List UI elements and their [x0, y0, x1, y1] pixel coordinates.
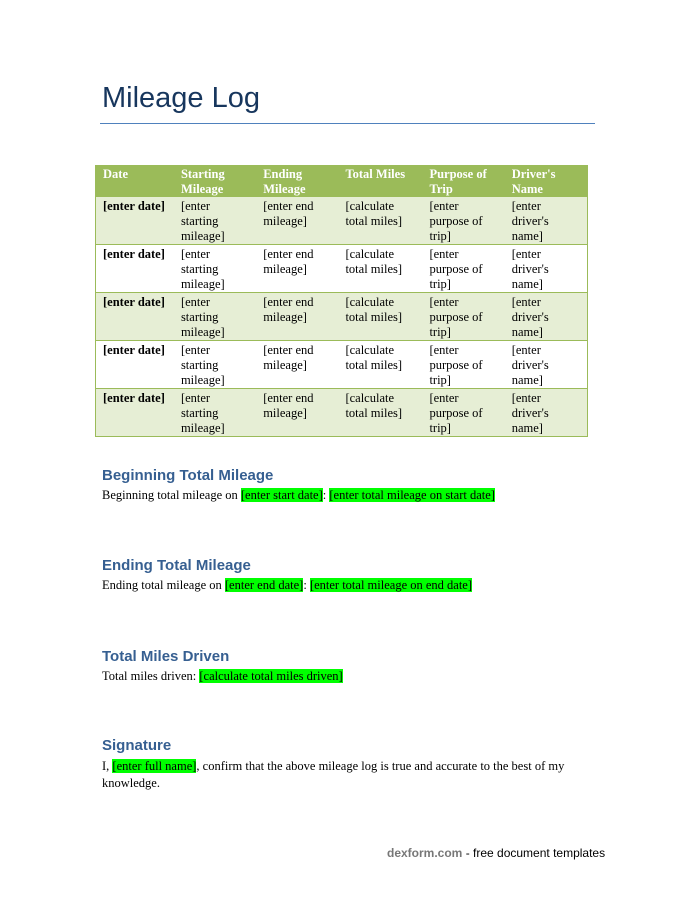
signature-heading: Signature: [102, 737, 172, 754]
table-row: [enter date] [enter starting mileage] [ent…: [95, 340, 588, 389]
table-cell[interactable]: [calculate total miles]: [338, 388, 423, 437]
label: Total miles driven:: [102, 669, 200, 683]
footer: dexform.com - free document templates: [387, 846, 605, 860]
table-cell[interactable]: [enter starting mileage]: [173, 197, 257, 245]
table-cell[interactable]: [enter date]: [95, 340, 174, 389]
total-miles-field[interactable]: [calculate total miles driven]: [199, 669, 343, 683]
table-cell[interactable]: [enter end mileage]: [256, 197, 339, 245]
table-cell[interactable]: [enter end mileage]: [256, 292, 339, 341]
ending-text: Ending total mileage on [enter end date]…: [102, 577, 597, 594]
table-row: [enter date] [enter starting mileage] [ent…: [95, 292, 588, 341]
end-mileage-field[interactable]: [enter total mileage on end date]: [309, 578, 473, 592]
page-title: Mileage Log: [102, 82, 260, 114]
label: Beginning total mileage on: [102, 488, 241, 502]
label: I,: [102, 759, 113, 773]
table-cell[interactable]: [calculate total miles]: [338, 244, 423, 293]
signature-text: I, [enter full name], confirm that the a…: [102, 758, 597, 792]
table-cell[interactable]: [enter date]: [95, 244, 174, 293]
table-cell[interactable]: [enter starting mileage]: [173, 388, 257, 437]
table-row: [enter date] [enter starting mileage] [ent…: [95, 197, 588, 245]
table-cell[interactable]: [enter driver's name]: [504, 197, 588, 245]
table-cell[interactable]: [enter end mileage]: [256, 388, 339, 437]
table-cell[interactable]: [calculate total miles]: [338, 292, 423, 341]
table-cell[interactable]: [enter purpose of trip]: [422, 244, 505, 293]
start-date-field[interactable]: [enter start date]: [240, 488, 323, 502]
separator: :: [303, 578, 310, 592]
table-cell[interactable]: [enter driver's name]: [504, 292, 588, 341]
table-row: [enter date] [enter starting mileage] [ent…: [95, 388, 588, 437]
col-header: Starting Mileage: [173, 165, 257, 197]
label: Ending total mileage on: [102, 578, 225, 592]
full-name-field[interactable]: [enter full name]: [112, 759, 197, 773]
table-cell[interactable]: [enter purpose of trip]: [422, 197, 505, 245]
end-date-field[interactable]: [enter end date]: [224, 578, 304, 592]
table-cell[interactable]: [enter date]: [95, 197, 174, 245]
title-divider: [100, 123, 595, 124]
total-heading: Total Miles Driven: [102, 648, 230, 665]
separator: :: [322, 488, 330, 502]
start-mileage-field[interactable]: [enter total mileage on start date]: [329, 488, 495, 502]
table-cell[interactable]: [enter starting mileage]: [173, 292, 257, 341]
total-text: Total miles driven: [calculate total mil…: [102, 668, 597, 685]
table-cell[interactable]: [enter starting mileage]: [173, 244, 257, 293]
footer-brand-link[interactable]: dexform.com: [387, 846, 463, 860]
table-cell[interactable]: [enter end mileage]: [256, 340, 339, 389]
table-cell[interactable]: [enter purpose of trip]: [422, 340, 505, 389]
table-cell[interactable]: [enter date]: [95, 388, 174, 437]
ending-heading: Ending Total Mileage: [102, 557, 251, 574]
mileage-table: Date Starting Mileage Ending Mileage Tot…: [95, 165, 588, 437]
table-cell[interactable]: [calculate total miles]: [338, 197, 423, 245]
beginning-heading: Beginning Total Mileage: [102, 467, 274, 484]
table-cell[interactable]: [enter date]: [95, 292, 174, 341]
table-cell[interactable]: [enter end mileage]: [256, 244, 339, 293]
col-header: Driver's Name: [504, 165, 588, 197]
table-cell[interactable]: [calculate total miles]: [338, 340, 423, 389]
table-cell[interactable]: [enter driver's name]: [504, 340, 588, 389]
beginning-text: Beginning total mileage on [enter start …: [102, 487, 597, 504]
table-cell[interactable]: [enter purpose of trip]: [422, 388, 505, 437]
table-cell[interactable]: [enter driver's name]: [504, 244, 588, 293]
label: , confirm that the above mileage log is …: [102, 759, 565, 790]
footer-text: - free document templates: [462, 846, 606, 860]
table-cell[interactable]: [enter starting mileage]: [173, 340, 257, 389]
table-header-row: Date Starting Mileage Ending Mileage Tot…: [95, 165, 588, 197]
col-header: Purpose of Trip: [422, 165, 505, 197]
col-header: Date: [95, 165, 174, 197]
table-cell[interactable]: [enter purpose of trip]: [422, 292, 505, 341]
col-header: Total Miles: [338, 165, 423, 197]
col-header: Ending Mileage: [256, 165, 339, 197]
table-cell[interactable]: [enter driver's name]: [504, 388, 588, 437]
table-row: [enter date] [enter starting mileage] [ent…: [95, 244, 588, 293]
